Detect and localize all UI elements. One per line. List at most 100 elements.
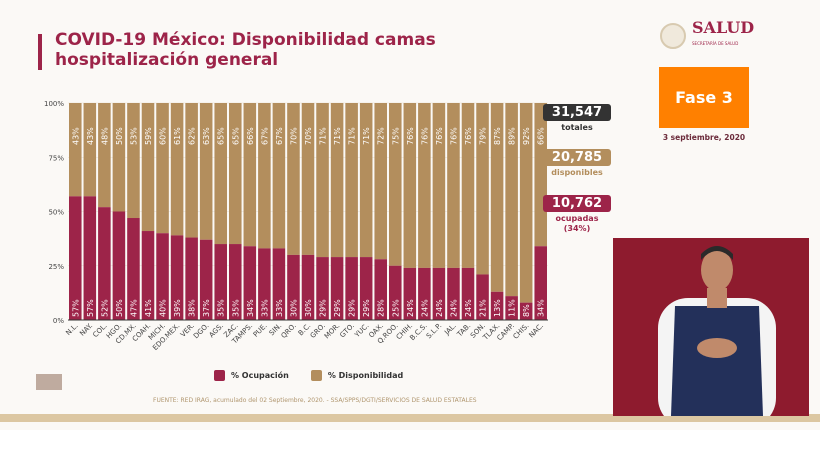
- bar-ocupacion: [69, 196, 82, 320]
- data-label-disponibilidad: 59%: [144, 127, 153, 145]
- data-label-ocupacion: 30%: [289, 299, 298, 317]
- bar-ocupacion: [534, 246, 547, 320]
- data-label-ocupacion: 29%: [319, 299, 328, 317]
- data-label-disponibilidad: 89%: [508, 127, 517, 145]
- totales-value: 31,547: [543, 104, 611, 121]
- bar-disponibilidad: [199, 103, 213, 240]
- bar-disponibilidad: [243, 103, 257, 247]
- bar-disponibilidad: [98, 103, 111, 208]
- bar-ocupacion: [156, 233, 169, 320]
- data-label-ocupacion: 35%: [217, 299, 226, 317]
- bar-disponibilidad: [505, 103, 518, 297]
- stat-totales: 31,547 totales: [543, 104, 611, 133]
- bar-disponibilidad: [170, 103, 184, 236]
- data-label-disponibilidad: 66%: [246, 127, 255, 145]
- bar-ocupacion: [447, 267, 460, 320]
- x-tick-label: AGS.: [208, 322, 226, 340]
- y-tick-label: 0%: [53, 317, 64, 325]
- bar-ocupacion: [243, 246, 257, 320]
- bar-ocupacion: [505, 296, 518, 320]
- legend-disponibilidad: % Disponibilidad: [310, 370, 404, 381]
- bar-disponibilidad: [519, 103, 533, 303]
- x-tick-label: S.L.P.: [425, 322, 443, 340]
- city-illustration-icon: [36, 374, 62, 390]
- y-tick-label: 25%: [48, 263, 64, 271]
- bar-disponibilidad: [301, 103, 315, 255]
- bar-ocupacion: [185, 237, 198, 320]
- legend-label: % Disponibilidad: [327, 371, 404, 380]
- data-label-ocupacion: 29%: [333, 299, 342, 317]
- bar-disponibilidad: [112, 103, 126, 212]
- data-label-ocupacion: 33%: [275, 299, 284, 317]
- data-label-ocupacion: 24%: [406, 299, 415, 317]
- x-tick-label: YUC.: [353, 322, 371, 340]
- bar-ocupacion: [127, 218, 140, 320]
- bar-disponibilidad: [461, 103, 475, 268]
- bar-ocupacion: [345, 257, 358, 320]
- bar-disponibilidad: [141, 103, 155, 232]
- bar-disponibilidad: [418, 103, 431, 268]
- x-tick-label: DGO.: [192, 322, 211, 341]
- data-label-ocupacion: 34%: [537, 299, 546, 317]
- bar-disponibilidad: [156, 103, 169, 234]
- bar-disponibilidad: [447, 103, 460, 268]
- bar-ocupacion: [112, 211, 126, 320]
- bar-disponibilidad: [83, 103, 97, 197]
- legend-swatch: [214, 370, 225, 381]
- bar-disponibilidad: [389, 103, 402, 266]
- data-label-ocupacion: 41%: [144, 299, 153, 317]
- bar-ocupacion: [141, 231, 155, 320]
- disponibles-value: 20,785: [543, 149, 611, 166]
- data-label-ocupacion: 52%: [100, 299, 109, 317]
- bar-disponibilidad: [272, 103, 286, 249]
- data-label-ocupacion: 24%: [435, 299, 444, 317]
- data-label-ocupacion: 25%: [391, 299, 400, 317]
- bar-ocupacion: [374, 259, 387, 320]
- x-tick-label: PUE.: [252, 322, 269, 339]
- bar-disponibilidad: [69, 103, 82, 197]
- bar-ocupacion: [258, 248, 271, 320]
- x-tick-label: NAC.: [527, 322, 545, 340]
- date: 3 septiembre, 2020: [662, 133, 746, 142]
- data-label-disponibilidad: 71%: [319, 127, 328, 145]
- data-label-disponibilidad: 43%: [86, 127, 95, 145]
- bar-ocupacion: [214, 244, 227, 320]
- data-label-ocupacion: 38%: [188, 299, 197, 317]
- ocupadas-value: 10,762: [543, 195, 611, 212]
- data-label-ocupacion: 34%: [246, 299, 255, 317]
- bar-ocupacion: [519, 302, 533, 320]
- data-label-disponibilidad: 53%: [129, 127, 138, 145]
- bar-disponibilidad: [374, 103, 387, 260]
- bar-ocupacion: [287, 254, 300, 320]
- data-label-disponibilidad: 71%: [348, 127, 357, 145]
- data-label-disponibilidad: 60%: [159, 127, 168, 145]
- slide: COVID-19 México: Disponibilidad camas ho…: [0, 19, 820, 422]
- data-label-disponibilidad: 92%: [522, 127, 531, 145]
- data-label-disponibilidad: 62%: [188, 127, 197, 145]
- bar-ocupacion: [359, 257, 373, 320]
- data-label-ocupacion: 29%: [348, 299, 357, 317]
- bar-ocupacion: [170, 235, 184, 320]
- x-tick-label: TAB.: [455, 322, 472, 339]
- data-label-ocupacion: 33%: [260, 299, 269, 317]
- bar-ocupacion: [83, 196, 97, 320]
- data-label-ocupacion: 40%: [159, 299, 168, 317]
- data-label-ocupacion: 8%: [522, 304, 531, 317]
- disponibles-label: disponibles: [551, 168, 603, 177]
- title-accent-bar: [38, 34, 42, 70]
- data-label-disponibilidad: 65%: [217, 127, 226, 145]
- legend-swatch: [310, 370, 322, 381]
- bar-disponibilidad: [359, 103, 373, 258]
- interpreter-figure: [658, 246, 776, 416]
- source-note: FUENTE: RED IRAG, acumulado del 02 Septi…: [153, 397, 477, 404]
- data-label-disponibilidad: 66%: [537, 127, 546, 145]
- data-label-disponibilidad: 48%: [100, 127, 109, 145]
- data-label-disponibilidad: 67%: [275, 127, 284, 145]
- bar-ocupacion: [316, 257, 329, 320]
- bar-disponibilidad: [258, 103, 271, 249]
- data-label-ocupacion: 28%: [377, 299, 386, 317]
- data-label-disponibilidad: 76%: [406, 127, 415, 145]
- data-label-disponibilidad: 50%: [115, 127, 124, 145]
- x-tick-label: QRO.: [280, 322, 298, 340]
- fase-badge: Fase 3: [659, 67, 749, 128]
